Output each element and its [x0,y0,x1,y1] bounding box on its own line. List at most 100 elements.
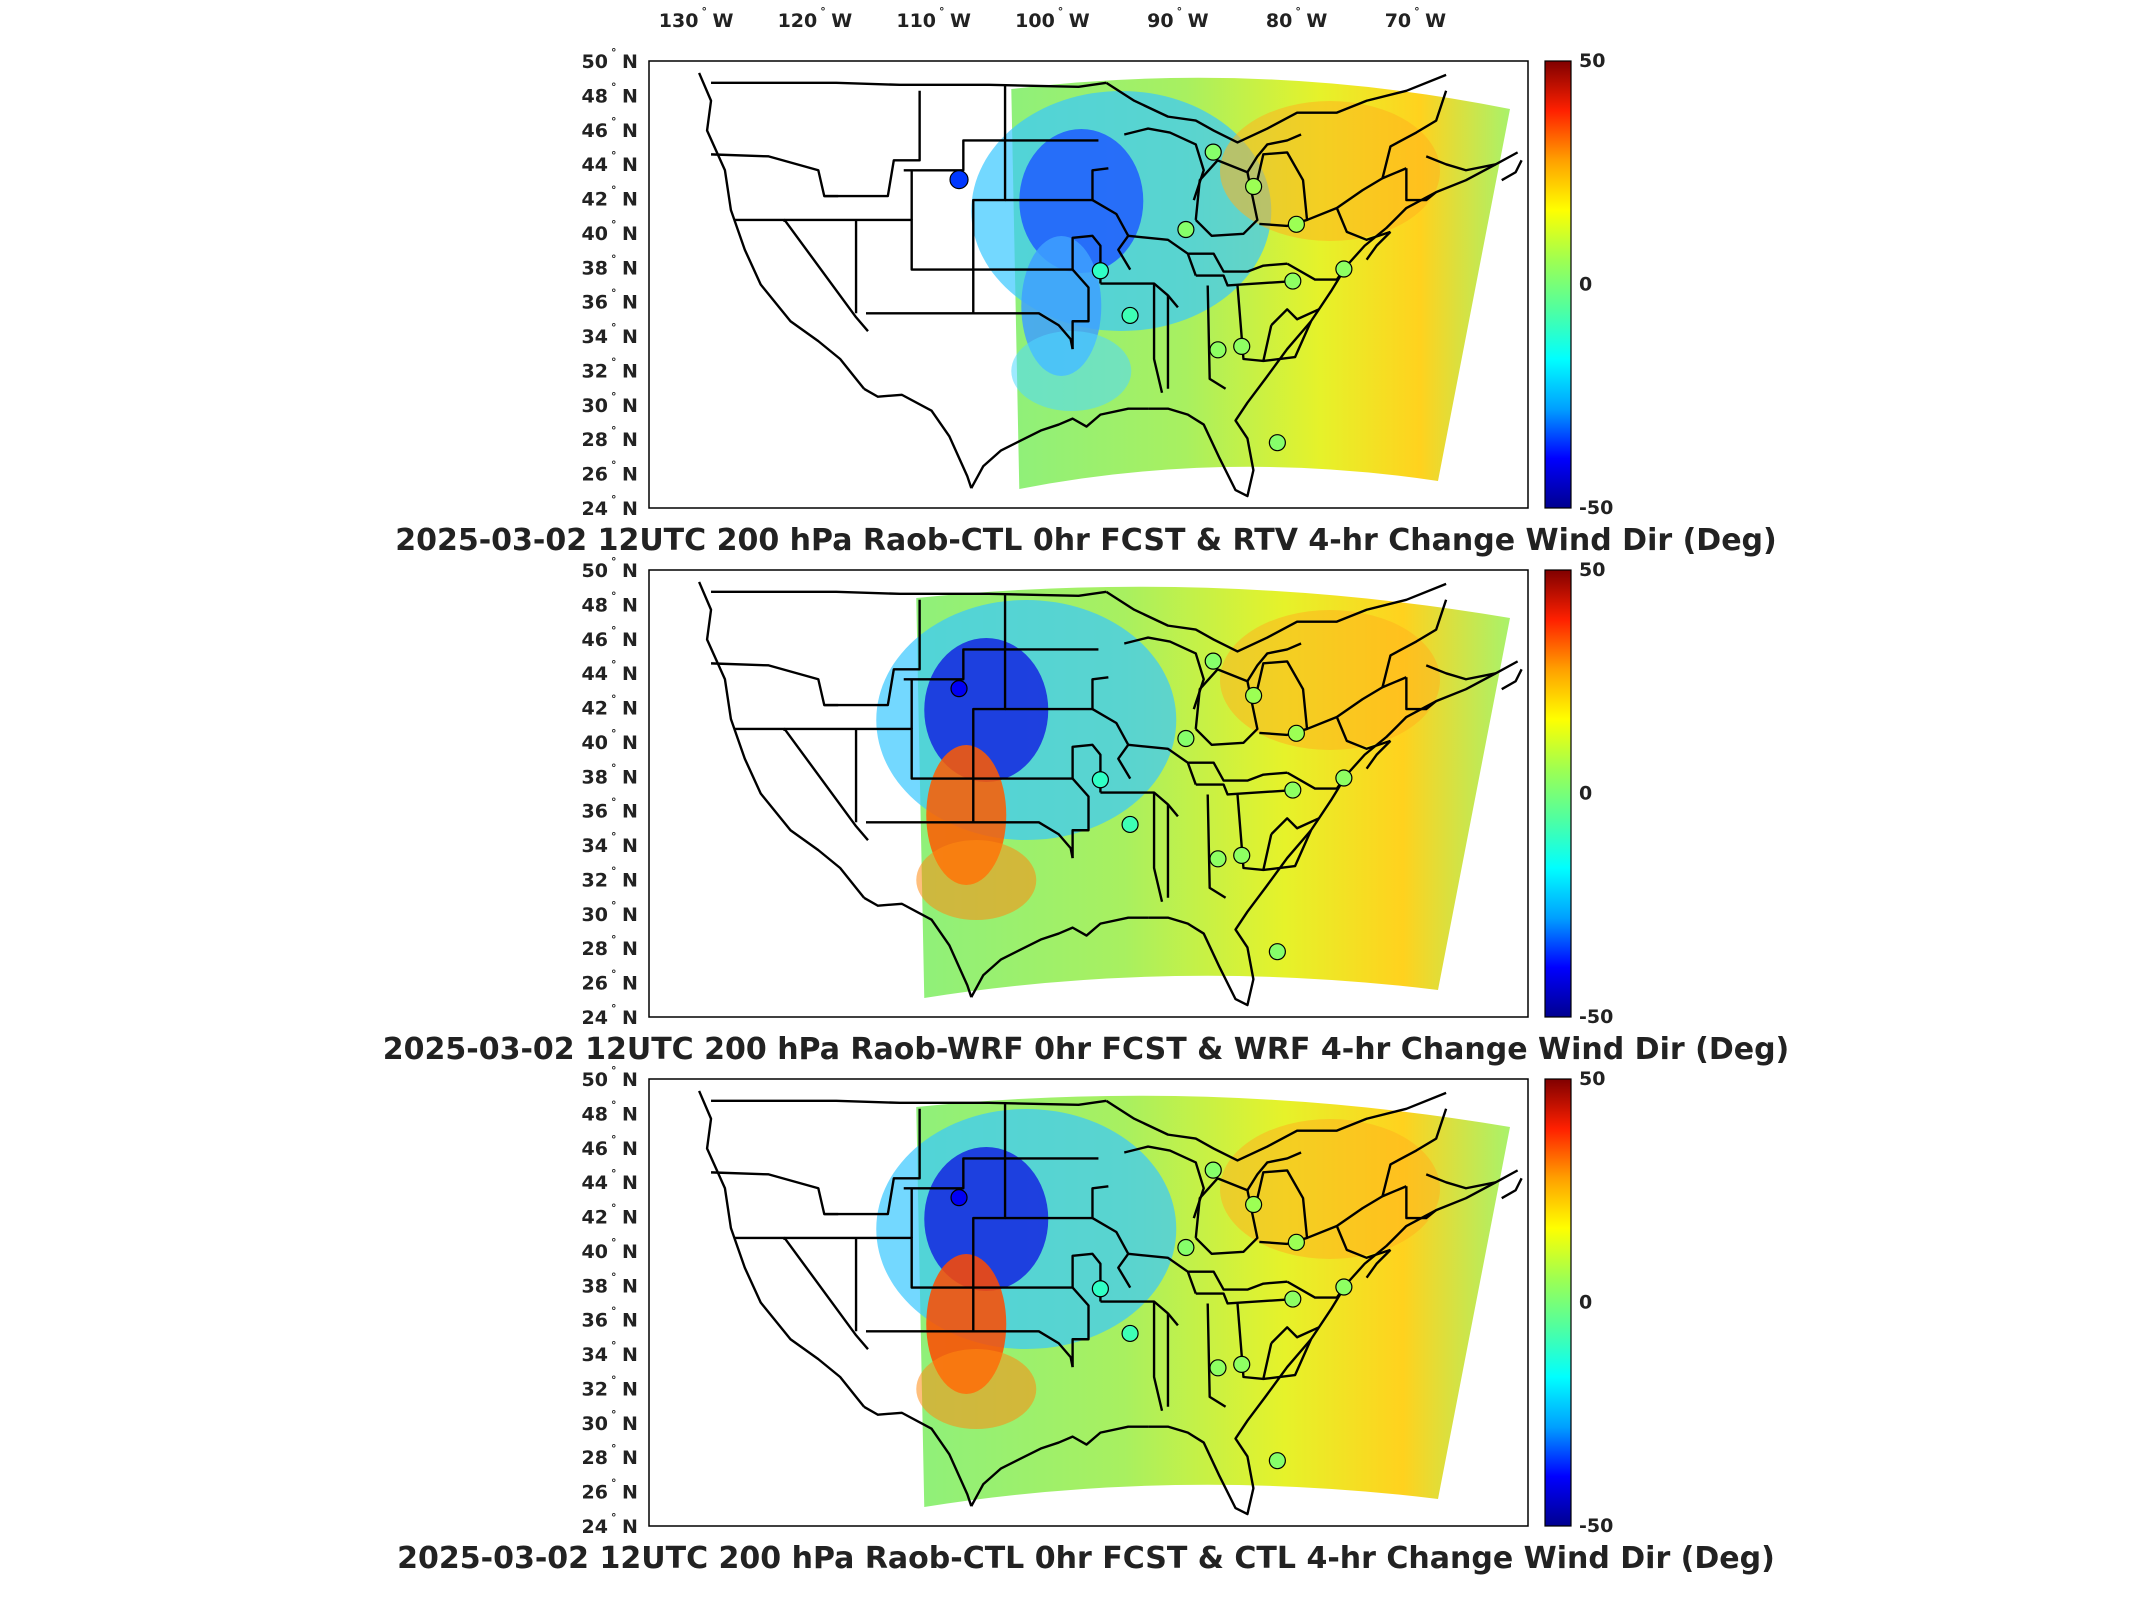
degree-symbol: ° [611,493,617,506]
lat-tick-label: 42 ° N [582,184,638,211]
degree-symbol: ° [611,727,617,740]
lat-tick-hemisphere: N [622,973,638,995]
lat-tick-hemisphere: N [622,1069,638,1091]
degree-symbol: ° [611,46,617,59]
lat-tick-label: 32 ° N [582,355,638,382]
lat-tick-label: 48 ° N [582,80,638,107]
map-panel: 50 ° N48 ° N46 ° N44 ° N42 ° N40 ° N38 ° N36 ° N34 ° N32 ° N… [395,46,1777,558]
lat-tick-label: 44 ° N [582,1167,638,1194]
raob-station-marker [1245,686,1263,705]
colorbar-max-label: 50 [1579,1068,1605,1090]
degree-symbol: ° [611,1064,617,1077]
lat-tick-degree: 28 [582,938,608,960]
lon-tick-degree: 130 [659,10,699,32]
degree-symbol: ° [701,5,707,18]
raob-station-marker [1177,729,1195,748]
lat-tick-label: 44 ° N [582,658,638,685]
lat-tick-hemisphere: N [622,904,638,926]
raob-station-marker [1335,1278,1353,1296]
lat-tick-label: 30 ° N [582,390,638,417]
lon-tick-degree: 120 [778,10,818,32]
colorbar-min-label: -50 [1579,497,1613,519]
raob-station-marker [1209,1359,1227,1377]
lat-tick-hemisphere: N [622,629,638,651]
lon-tick-degree: 110 [896,10,936,32]
lat-tick-label: 38 ° N [582,252,638,279]
degree-symbol: ° [611,1373,617,1386]
lat-tick-degree: 42 [582,698,608,720]
degree-symbol: ° [611,1202,617,1215]
degree-symbol: ° [611,864,617,877]
lon-tick-label: 110 ° W [896,5,971,32]
lat-tick-hemisphere: N [622,1413,638,1435]
lat-tick-hemisphere: N [622,257,638,279]
degree-symbol: ° [611,1477,617,1490]
lat-tick-degree: 32 [582,360,608,382]
lat-tick-hemisphere: N [622,154,638,176]
lat-tick-degree: 34 [582,326,608,348]
raob-station-marker [1121,815,1139,834]
lat-tick-label: 26 ° N [582,459,638,486]
degree-symbol: ° [611,624,617,637]
lat-tick-label: 38 ° N [582,1270,638,1297]
degree-symbol: ° [611,287,617,300]
lat-tick-degree: 44 [582,663,608,685]
lat-tick-label: 50 ° N [582,1064,638,1091]
lat-tick-degree: 36 [582,292,608,314]
lat-tick-hemisphere: N [622,292,638,314]
panel-title: 2025-03-02 12UTC 200 hPa Raob-WRF 0hr FC… [383,1032,1790,1067]
raob-station-marker [1268,434,1286,452]
lat-tick-degree: 30 [582,904,608,926]
raob-station-marker [1284,781,1302,799]
lat-tick-degree: 26 [582,464,608,486]
lat-tick-label: 40 ° N [582,727,638,754]
lat-tick-hemisphere: N [622,1207,638,1229]
lat-tick-hemisphere: N [622,698,638,720]
colorbar-min-label: -50 [1579,1006,1613,1028]
lat-tick-label: 42 ° N [582,693,638,720]
lat-tick-label: 40 ° N [582,1236,638,1263]
lat-tick-hemisphere: N [622,395,638,417]
colorbar-mid-label: 0 [1579,274,1592,296]
degree-symbol: ° [611,459,617,472]
lat-tick-hemisphere: N [622,1007,638,1029]
lat-tick-hemisphere: N [622,835,638,857]
lat-tick-degree: 50 [582,1069,608,1091]
map-frame [648,60,1529,509]
colorbar-mid-label: 0 [1579,783,1592,805]
lon-tick-label: 90 ° W [1147,5,1208,32]
lat-tick-degree: 42 [582,1207,608,1229]
lat-tick-degree: 40 [582,732,608,754]
lat-tick-hemisphere: N [622,429,638,451]
lat-tick-label: 36 ° N [582,287,638,314]
degree-symbol: ° [611,1408,617,1421]
lat-tick-degree: 40 [582,223,608,245]
lon-tick-hemisphere: W [1425,10,1446,32]
colorbar [1544,60,1572,509]
degree-symbol: ° [611,761,617,774]
lon-tick-label: 120 ° W [778,5,853,32]
lat-tick-degree: 50 [582,560,608,582]
field-band-west-3 [916,840,1037,920]
lat-tick-degree: 30 [582,1413,608,1435]
lat-tick-label: 36 ° N [582,1305,638,1332]
lat-tick-hemisphere: N [622,938,638,960]
lat-tick-degree: 26 [582,1482,608,1504]
degree-symbol: ° [611,355,617,368]
raob-station-marker [1209,341,1227,359]
lat-tick-label: 24 ° N [582,1002,638,1029]
panel-title: 2025-03-02 12UTC 200 hPa Raob-CTL 0hr FC… [395,523,1777,558]
degree-symbol: ° [611,1098,617,1111]
degree-symbol: ° [939,5,945,18]
raob-station-marker [1091,262,1109,280]
raob-station-marker [1177,220,1195,239]
lat-tick-hemisphere: N [622,120,638,142]
lat-tick-hemisphere: N [622,360,638,382]
degree-symbol: ° [611,390,617,403]
lat-tick-degree: 48 [582,1103,608,1125]
lat-tick-label: 32 ° N [582,864,638,891]
raob-station-marker [1287,724,1305,742]
lat-tick-hemisphere: N [622,85,638,107]
colorbar [1544,569,1572,1018]
raob-station-marker [1233,337,1251,355]
